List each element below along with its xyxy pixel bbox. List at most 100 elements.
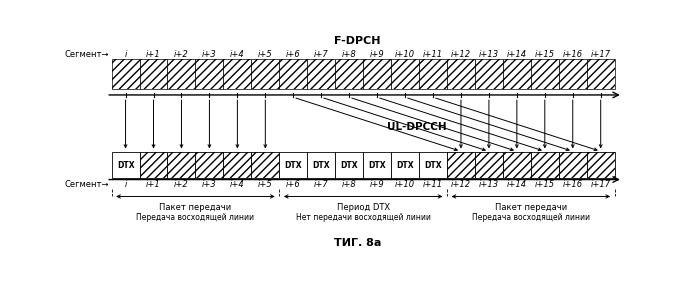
Text: i+17: i+17 — [591, 50, 611, 59]
Bar — [531, 59, 559, 89]
Bar — [307, 152, 335, 178]
Bar — [223, 59, 251, 89]
Bar — [391, 59, 419, 89]
Text: i+7: i+7 — [314, 180, 329, 189]
Text: DTX: DTX — [369, 161, 386, 170]
Text: DTX: DTX — [341, 161, 358, 170]
Bar — [587, 152, 615, 178]
Bar — [195, 59, 223, 89]
Bar — [559, 59, 587, 89]
Text: i+13: i+13 — [479, 50, 499, 59]
Text: i+17: i+17 — [591, 180, 611, 189]
Text: i+1: i+1 — [146, 50, 161, 59]
Text: i+9: i+9 — [370, 50, 385, 59]
Bar — [168, 59, 195, 89]
Text: i+16: i+16 — [563, 50, 583, 59]
Bar — [559, 59, 587, 89]
Text: i+10: i+10 — [395, 180, 415, 189]
Bar — [195, 152, 223, 178]
Bar — [559, 152, 587, 178]
Text: i+11: i+11 — [423, 50, 443, 59]
Bar — [419, 59, 447, 89]
Text: i+5: i+5 — [258, 180, 273, 189]
Bar — [503, 59, 531, 89]
Text: i+4: i+4 — [230, 180, 245, 189]
Text: i+5: i+5 — [258, 50, 273, 59]
Bar — [168, 152, 195, 178]
Bar — [503, 152, 531, 178]
Text: i+9: i+9 — [370, 180, 385, 189]
Text: i+7: i+7 — [314, 50, 329, 59]
Bar — [447, 59, 475, 89]
Bar — [140, 59, 168, 89]
Bar — [112, 152, 140, 178]
Text: F-DPCH: F-DPCH — [334, 36, 381, 46]
Bar — [363, 59, 391, 89]
Bar — [447, 152, 475, 178]
Bar — [279, 59, 307, 89]
Text: i+15: i+15 — [535, 180, 555, 189]
Bar — [335, 152, 363, 178]
Bar — [475, 152, 503, 178]
Bar — [307, 59, 335, 89]
Text: ΤИГ. 8а: ΤИГ. 8а — [334, 238, 381, 248]
Bar — [307, 59, 335, 89]
Bar — [140, 152, 168, 178]
Bar — [363, 59, 391, 89]
Bar — [195, 152, 223, 178]
Bar — [587, 152, 615, 178]
Text: i: i — [124, 180, 127, 189]
Bar — [112, 59, 140, 89]
Text: UL-DPCCH: UL-DPCCH — [387, 122, 447, 132]
Bar — [391, 59, 419, 89]
Bar — [363, 152, 391, 178]
Bar — [251, 59, 279, 89]
Bar — [140, 152, 168, 178]
Bar — [223, 152, 251, 178]
Bar — [587, 59, 615, 89]
Text: Сегмент→: Сегмент→ — [64, 180, 109, 189]
Bar — [531, 152, 559, 178]
Text: DTX: DTX — [313, 161, 330, 170]
Bar — [475, 152, 503, 178]
Text: i+3: i+3 — [202, 180, 217, 189]
Text: Пакет передачи: Пакет передачи — [159, 203, 232, 212]
Text: i+8: i+8 — [342, 50, 357, 59]
Bar — [279, 152, 307, 178]
Bar — [475, 59, 503, 89]
Text: i+6: i+6 — [286, 180, 301, 189]
Text: i+1: i+1 — [146, 180, 161, 189]
Text: i+12: i+12 — [451, 50, 471, 59]
Text: i+14: i+14 — [507, 50, 527, 59]
Bar — [140, 59, 168, 89]
Bar — [279, 59, 307, 89]
Text: Пакет передачи: Пакет передачи — [495, 203, 567, 212]
Text: i: i — [124, 50, 127, 59]
Bar — [559, 152, 587, 178]
Text: i+15: i+15 — [535, 50, 555, 59]
Text: Передача восходящей линии: Передача восходящей линии — [472, 213, 590, 222]
Text: i+14: i+14 — [507, 180, 527, 189]
Text: DTX: DTX — [396, 161, 414, 170]
Bar — [419, 59, 447, 89]
Bar — [335, 59, 363, 89]
Text: Передача восходящей линии: Передача восходящей линии — [136, 213, 255, 222]
Text: i+3: i+3 — [202, 50, 217, 59]
Text: Период DTX: Период DTX — [336, 203, 389, 212]
Bar — [112, 59, 140, 89]
Bar — [419, 152, 447, 178]
Bar — [503, 152, 531, 178]
Bar — [223, 59, 251, 89]
Text: DTX: DTX — [117, 161, 135, 170]
Bar — [503, 59, 531, 89]
Bar — [447, 152, 475, 178]
Text: Нет передачи восходящей линии: Нет передачи восходящей линии — [296, 213, 431, 222]
Text: Сегмент→: Сегмент→ — [64, 50, 109, 59]
Text: i+11: i+11 — [423, 180, 443, 189]
Text: i+8: i+8 — [342, 180, 357, 189]
Bar — [475, 59, 503, 89]
Bar — [251, 152, 279, 178]
Bar — [531, 152, 559, 178]
Text: DTX: DTX — [424, 161, 442, 170]
Bar — [587, 59, 615, 89]
